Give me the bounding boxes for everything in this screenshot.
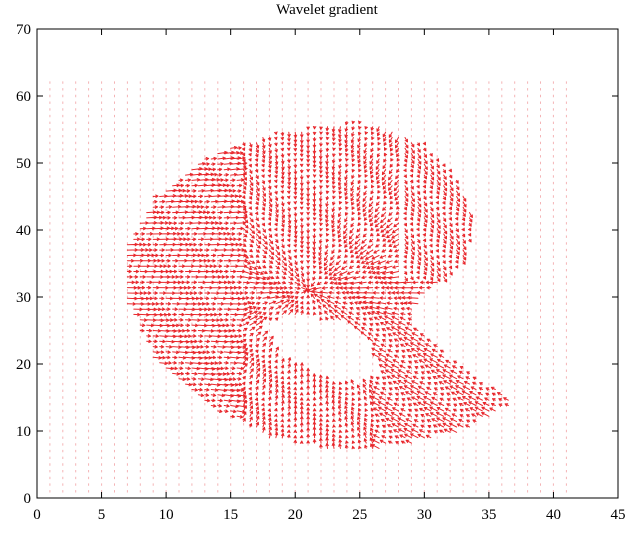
gradient-arrows: [126, 120, 509, 450]
y-tick-label: 50: [16, 156, 31, 172]
y-tick-label: 20: [16, 357, 31, 373]
plot-frame: [36, 28, 619, 499]
y-tick-label: 10: [16, 424, 31, 440]
y-tick-label: 0: [24, 491, 32, 507]
y-tick-labels: 0 10 20 30 40 50 60 70: [16, 22, 31, 507]
y-tick-label: 30: [16, 290, 31, 306]
y-tick-label: 60: [16, 89, 31, 105]
x-tick-label: 45: [611, 507, 626, 523]
x-tick-label: 0: [33, 507, 41, 523]
x-tick-labels: 0 5 10 15 20 25 30 35 40 45: [33, 507, 625, 523]
axis-ticks: [36, 28, 619, 499]
x-tick-label: 35: [481, 507, 496, 523]
x-tick-label: 30: [417, 507, 432, 523]
x-tick-label: 25: [352, 507, 367, 523]
x-tick-label: 20: [288, 507, 303, 523]
gradient-arrow-paths: [126, 120, 509, 450]
x-tick-label: 5: [98, 507, 106, 523]
chart-title: Wavelet gradient: [276, 2, 378, 18]
x-tick-label: 40: [546, 507, 561, 523]
y-tick-label: 70: [16, 22, 31, 38]
x-tick-label: 10: [159, 507, 174, 523]
x-tick-label: 15: [223, 507, 238, 523]
y-tick-label: 40: [16, 223, 31, 239]
